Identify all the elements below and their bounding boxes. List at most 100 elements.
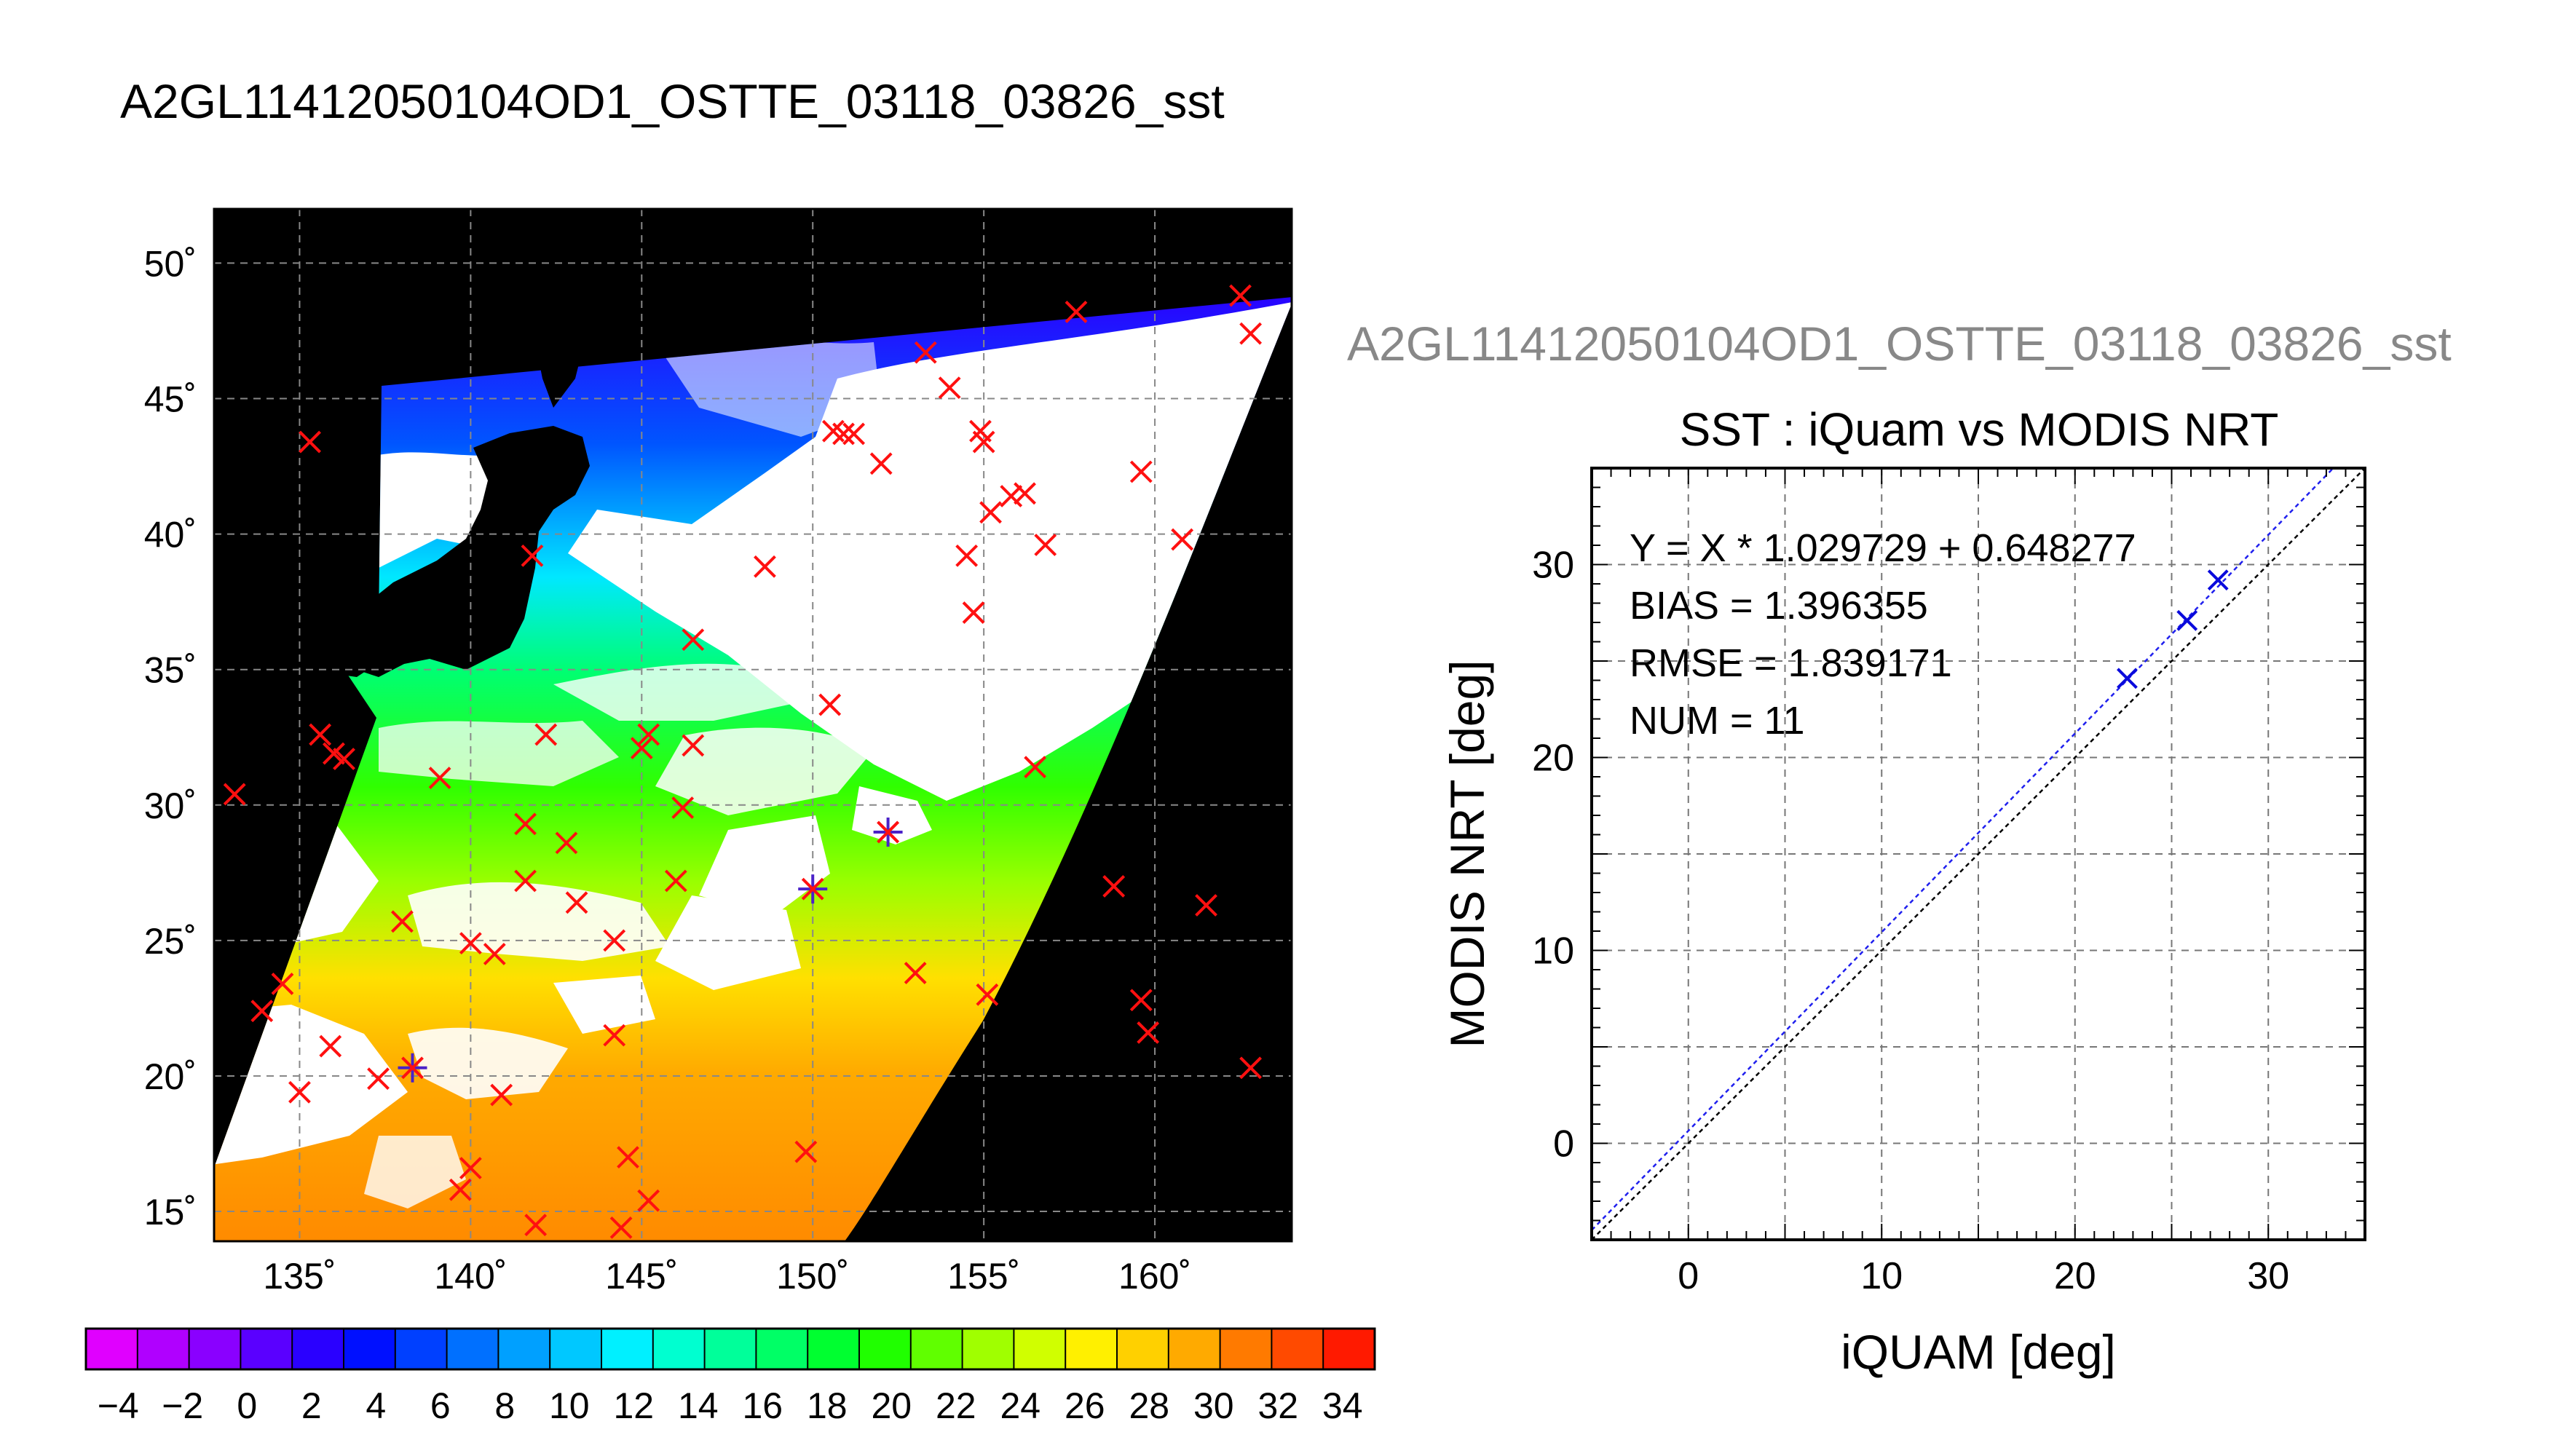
scatter-y-tick-label: 30 [1532, 545, 1574, 587]
iquam-point-marker [914, 341, 937, 364]
iquam-point-marker [319, 1034, 342, 1058]
map-lon-tick-label: 145˚ [605, 1256, 678, 1297]
scatter-title: SST : iQuam vs MODIS NRT [1680, 403, 2279, 456]
iquam-point-marker [818, 693, 842, 716]
iquam-point-marker [637, 1189, 660, 1212]
iquam-point-marker [630, 737, 653, 760]
iquam-point-marker [1239, 1056, 1263, 1080]
iquam-point-marker [671, 796, 695, 819]
iquam-point-marker [962, 601, 985, 624]
map-lon-tick-label: 150˚ [776, 1256, 849, 1297]
iquam-point-marker [1000, 485, 1023, 507]
scatter-x-tick-label: 10 [1860, 1255, 1903, 1297]
iquam-point-marker [682, 734, 705, 757]
colorbar-swatch [756, 1329, 808, 1369]
colorbar-tick-labels: −4 −2 0 2 4 6 8 10 12 14 16 18 20 22 24 26 28 30 32 34 [98, 1385, 1363, 1426]
iquam-point-marker [299, 430, 321, 454]
iquam-point-marker [1034, 534, 1057, 556]
colorbar-tick-label: 32 [1257, 1385, 1298, 1426]
map-lat-tick-label: 50˚ [144, 243, 197, 284]
map-panel: 15˚ 20˚ 25˚ 30˚ 35˚ 40˚ 45˚ 50˚ 135˚ 140˚ 145˚ 150… [144, 207, 1293, 1297]
colorbar-swatch [344, 1329, 396, 1369]
map-frame [213, 207, 1293, 1243]
colorbar-tick-label: −4 [98, 1385, 139, 1426]
scatter-panel: A2GL11412050104OD1_OSTTE_03118_03826_sst… [1347, 317, 2452, 1379]
iquam-point-marker [832, 422, 855, 446]
iquam-point-marker [842, 422, 866, 446]
colorbar-tick-label: 8 [494, 1385, 515, 1426]
map-lon-tick-label: 140˚ [434, 1256, 507, 1297]
colorbar-swatch [1065, 1329, 1118, 1369]
colorbar-tick-label: 26 [1065, 1385, 1105, 1426]
colorbar-swatch [240, 1329, 293, 1369]
map-lon-tick-label: 135˚ [263, 1256, 336, 1297]
iquam-point-marker [390, 910, 414, 933]
iquam-point-marker [904, 962, 927, 984]
iquam-point-marker [754, 555, 776, 578]
stat-fit-equation: Y = X * 1.029729 + 0.648277 [1630, 526, 2136, 570]
iquam-point-marker [1024, 756, 1047, 779]
map-lat-tick-label: 25˚ [144, 921, 197, 962]
map-markers [223, 284, 1263, 1239]
iquam-point-marker [223, 783, 246, 806]
iquam-point-marker [288, 1080, 311, 1104]
scatter-y-axis: 0 10 20 30 [1532, 545, 1574, 1166]
colorbar-tick-label: 18 [807, 1385, 848, 1426]
iquam-point-marker [603, 1024, 626, 1047]
iquam-point-marker [617, 1146, 639, 1169]
iquam-point-marker [459, 1157, 482, 1179]
scatter-x-tick-label: 30 [2247, 1255, 2289, 1297]
iquam-point-marker [972, 430, 995, 454]
colorbar-tick-label: 16 [742, 1385, 783, 1426]
scatter-y-tick-label: 0 [1553, 1123, 1574, 1166]
iquam-point-marker [603, 929, 626, 952]
iquam-point-marker [309, 723, 332, 746]
iquam-point-marker [514, 812, 537, 836]
colorbar-tick-label: 20 [871, 1385, 912, 1426]
colorbar-swatch [704, 1329, 757, 1369]
map-lat-tick-label: 35˚ [144, 650, 197, 691]
iquam-point-marker [333, 748, 355, 770]
iquam-point-marker [979, 501, 1002, 524]
colorbar-tick-label: 22 [936, 1385, 976, 1426]
iquam-point-marker [565, 891, 588, 914]
iquam-point-marker [938, 376, 961, 400]
colorbar-swatch [395, 1329, 448, 1369]
colorbar-tick-label: −2 [162, 1385, 203, 1426]
iquam-point-marker [1137, 1021, 1160, 1044]
colorbar-swatch [1168, 1329, 1221, 1369]
colorbar-swatch [498, 1329, 550, 1369]
matchup-point-marker [398, 1053, 427, 1083]
colorbar-swatch [859, 1329, 912, 1369]
scatter-point [2207, 569, 2229, 591]
iquam-point-marker [869, 452, 893, 475]
map-lat-tick-label: 15˚ [144, 1192, 197, 1233]
scatter-point [2117, 668, 2138, 689]
colorbar-swatch [1323, 1329, 1375, 1369]
colorbar-tick-label: 0 [237, 1385, 257, 1426]
iquam-point-marker [955, 544, 979, 567]
iquam-point-marker [449, 1178, 472, 1201]
colorbar-swatch [137, 1329, 190, 1369]
colorbar-swatch [910, 1329, 963, 1369]
stat-num: NUM = 11 [1630, 699, 1805, 743]
page-title: A2GL11412050104OD1_OSTTE_03118_03826_sst [120, 74, 1225, 128]
scatter-y-tick-label: 20 [1532, 737, 1574, 780]
map-lat-tick-label: 45˚ [144, 379, 197, 420]
colorbar-tick-label: 30 [1193, 1385, 1234, 1426]
scatter-x-tick-label: 0 [1678, 1255, 1699, 1297]
colorbar-frame [84, 1327, 1376, 1371]
colorbar-swatch [86, 1329, 138, 1369]
matchup-point-marker [873, 818, 903, 847]
colorbar-swatches [86, 1329, 1375, 1369]
scatter-minor-ticks [1591, 467, 2366, 1241]
map-gridlines [214, 209, 1292, 1241]
scatter-overlay-title: A2GL11412050104OD1_OSTTE_03118_03826_sst [1347, 317, 2452, 371]
colorbar-tick-label: 2 [301, 1385, 322, 1426]
iquam-point-marker [271, 973, 294, 995]
iquam-point-marker [1129, 460, 1153, 483]
iquam-point-marker [483, 943, 506, 965]
colorbar-swatch [1220, 1329, 1272, 1369]
colorbar-swatch [550, 1329, 602, 1369]
